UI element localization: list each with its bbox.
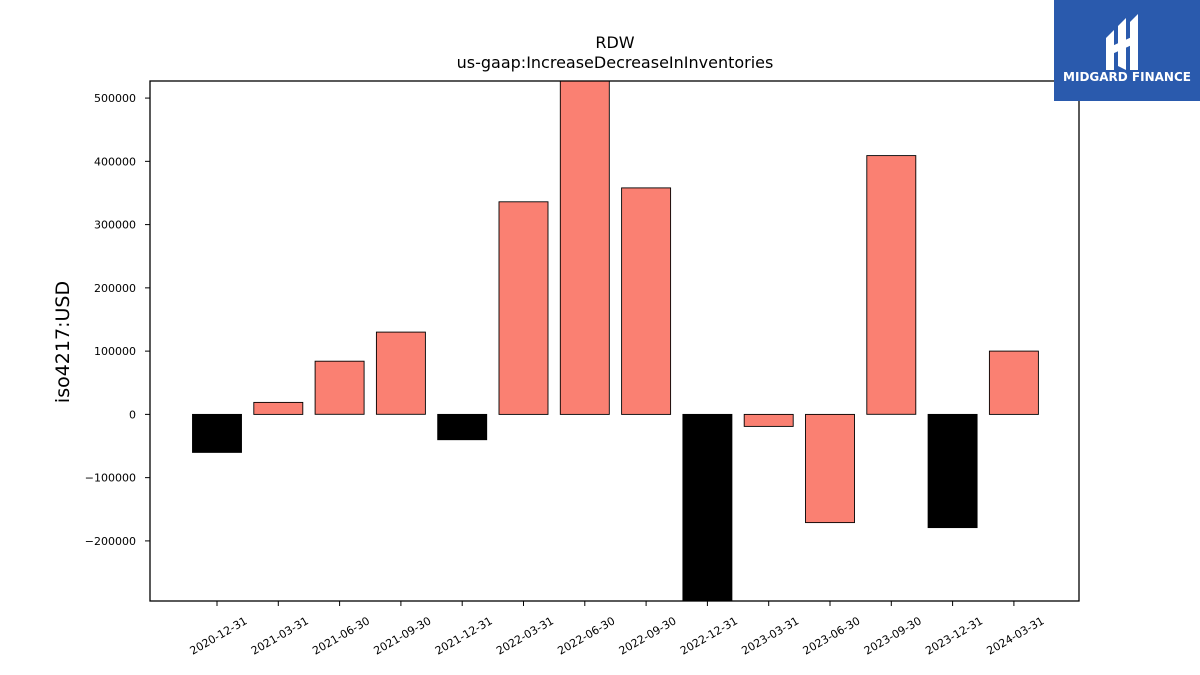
y-tick-label: 200000: [94, 282, 136, 295]
x-tick-label: 2022-06-30: [555, 614, 617, 657]
x-tick-label: 2022-03-31: [494, 614, 556, 657]
bar-2024-03-31: [988, 350, 1039, 415]
x-tick-label: 2023-03-31: [739, 614, 801, 657]
bar-2023-06-30: [805, 413, 855, 524]
x-tick-label: 2023-09-30: [862, 614, 924, 657]
logo-text: MIDGARD FINANCE: [1063, 70, 1191, 84]
y-tick-label: −100000: [85, 472, 136, 485]
y-tick-label: −200000: [85, 535, 136, 548]
x-tick-label: 2023-06-30: [801, 614, 863, 657]
bar-2023-12-31: [927, 413, 978, 529]
x-axis: 2020-12-31 2021-03-31 2021-06-30 2021-09-30…: [188, 601, 1047, 658]
bar-2020-12-31: [192, 413, 242, 453]
y-tick-label: 0: [129, 408, 136, 421]
bar-2021-03-31: [253, 401, 304, 415]
y-tick-label: 500000: [94, 92, 136, 105]
logo-mark-icon: [1106, 14, 1138, 70]
bar-2022-12-31: [682, 413, 733, 601]
chart-subtitle: us-gaap:IncreaseDecreaseInInventories: [457, 53, 774, 72]
y-tick-label: 100000: [94, 345, 136, 358]
x-tick-label: 2021-09-30: [372, 614, 434, 657]
x-tick-label: 2024-03-31: [985, 614, 1047, 657]
bar-2021-12-31: [437, 413, 488, 441]
x-tick-label: 2022-09-30: [617, 614, 679, 657]
plot-frame: [149, 80, 1080, 602]
bar-2022-09-30: [621, 187, 672, 415]
x-tick-label: 2020-12-31: [188, 614, 250, 657]
bar-2023-03-31: [743, 413, 794, 427]
y-axis-label: iso4217:USD: [52, 281, 74, 403]
y-tick-label: 300000: [94, 219, 136, 232]
bar-2022-03-31: [498, 201, 549, 415]
bar-2023-09-30: [866, 155, 917, 415]
logo-background: [1054, 0, 1200, 101]
bar-series: [192, 81, 1039, 601]
chart-title: RDW: [595, 33, 634, 52]
bar-2022-06-30: [559, 81, 610, 415]
x-tick-label: 2022-12-31: [678, 614, 740, 657]
y-axis: −200000 −100000 0 100000 200000 300000 400000 5…: [85, 92, 150, 548]
bar-2021-06-30: [314, 360, 365, 415]
x-tick-label: 2021-06-30: [310, 614, 372, 657]
x-tick-label: 2023-12-31: [923, 614, 985, 657]
x-tick-label: 2021-03-31: [249, 614, 311, 657]
y-tick-label: 400000: [94, 155, 136, 168]
bar-2021-09-30: [375, 331, 426, 415]
midgard-finance-logo: MIDGARD FINANCE: [1054, 0, 1200, 101]
x-tick-label: 2021-12-31: [433, 614, 495, 657]
